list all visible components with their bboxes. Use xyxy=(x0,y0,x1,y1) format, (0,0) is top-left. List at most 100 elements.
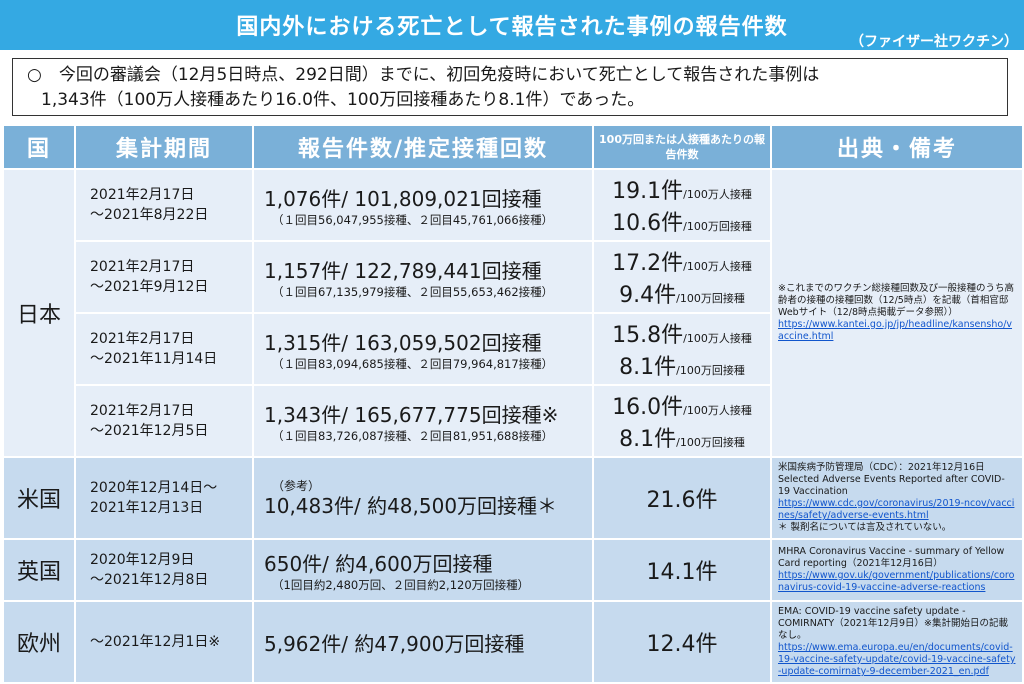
reference-note: （参考） xyxy=(272,479,321,493)
count-value: 5,962件/ 約47,900万回接種 xyxy=(264,631,525,656)
rate-value: 12.4件 xyxy=(646,632,718,657)
rate-unit: /100万人接種 xyxy=(683,188,752,201)
count-value: 1,157件/ 122,789,441回接種 xyxy=(264,258,542,283)
count-value: 1,343件/ 165,677,775回接種※ xyxy=(264,402,559,427)
table-row: 2021年2月17日 ～2021年12月5日 1,343件/ 165,677,7… xyxy=(3,384,1023,458)
rate-value: 14.1件 xyxy=(646,560,718,585)
count-cell: 1,157件/ 122,789,441回接種 （１回目67,135,979接種、… xyxy=(252,240,594,314)
period-end: ～2021年12月8日 xyxy=(90,572,209,588)
header-source: 出典・備考 xyxy=(770,124,1024,170)
period-end: ～2021年11月14日 xyxy=(90,351,218,367)
count-detail: （1回目約2,480万回、２回目約2,120万回接種） xyxy=(272,577,530,592)
period-cell: 2021年2月17日 ～2021年9月12日 xyxy=(74,240,254,314)
count-cell: 1,076件/ 101,809,021回接種 （１回目56,047,955接種、… xyxy=(252,168,594,242)
count-detail: （１回目56,047,955接種、２回目45,761,066接種） xyxy=(272,212,554,227)
period-end: ～2021年9月12日 xyxy=(90,279,209,295)
rate-unit: /100万回接種 xyxy=(676,436,745,449)
count-cell: 5,962件/ 約47,900万回接種 xyxy=(252,600,594,684)
period-end: 2021年12月13日 xyxy=(90,500,204,516)
count-cell: 1,315件/ 163,059,502回接種 （１回目83,094,685接種、… xyxy=(252,312,594,386)
source-text: MHRA Coronavirus Vaccine - summary of Ye… xyxy=(778,546,1005,569)
summary-box: ○ 今回の審議会（12月5日時点、292日間）までに、初回免疫時において死亡とし… xyxy=(12,58,1008,116)
period-cell: 2020年12月9日 ～2021年12月8日 xyxy=(74,538,254,602)
country-uk: 英国 xyxy=(2,538,76,602)
table-row: 日本 2021年2月17日 ～2021年8月22日 1,076件/ 101,80… xyxy=(2,168,1024,458)
count-cell: 1,343件/ 165,677,775回接種※ （１回目83,726,087接種… xyxy=(252,384,594,458)
header-rate: 100万回または人接種あたりの報告件数 xyxy=(592,124,772,170)
rate-unit: /100万回接種 xyxy=(676,292,745,305)
rate-cell: 14.1件 xyxy=(592,538,772,602)
period-cell: 2021年2月17日 ～2021年12月5日 xyxy=(74,384,254,458)
period-start: 2021年2月17日 xyxy=(90,259,195,275)
count-cell: （参考） 10,483件/ 約48,500万回接種＊ xyxy=(252,456,594,540)
title-banner: 国内外における死亡として報告された事例の報告件数 （ファイザー社ワクチン） xyxy=(0,0,1024,50)
period-start: 2020年12月9日 xyxy=(90,552,195,568)
count-cell: 650件/ 約4,600万回接種 （1回目約2,480万回、２回目約2,120万… xyxy=(252,538,594,602)
rate-per-dose: 8.1件 xyxy=(619,427,677,452)
country-us: 米国 xyxy=(2,456,76,540)
rate-cell: 17.2件/100万人接種 9.4件/100万回接種 xyxy=(592,240,772,314)
period-start: ～2021年12月1日※ xyxy=(90,634,221,650)
period-start: 2020年12月14日～ xyxy=(90,480,218,496)
source-link[interactable]: https://www.gov.uk/government/publicatio… xyxy=(778,570,1015,593)
table-row: 欧州 ～2021年12月1日※ 5,962件/ 約47,900万回接種 12.4… xyxy=(2,600,1024,684)
source-note: ＊ 製剤名については言及されていない。 xyxy=(778,522,952,533)
source-text: EMA: COVID-19 vaccine safety update -COM… xyxy=(778,606,1008,641)
header-period: 集計期間 xyxy=(74,124,254,170)
source-link[interactable]: https://www.cdc.gov/coronavirus/2019-nco… xyxy=(778,498,1015,521)
source-link[interactable]: https://www.ema.europa.eu/en/documents/c… xyxy=(778,642,1016,677)
report-table: 国 集計期間 報告件数/推定接種回数 100万回または人接種あたりの報告件数 出… xyxy=(2,124,1024,684)
count-detail: （１回目67,135,979接種、２回目55,653,462接種） xyxy=(272,284,554,299)
rate-per-dose: 8.1件 xyxy=(619,355,677,380)
count-detail: （１回目83,094,685接種、２回目79,964,817接種） xyxy=(272,356,554,371)
rate-cell: 15.8件/100万人接種 8.1件/100万回接種 xyxy=(592,312,772,386)
rate-cell: 19.1件/100万人接種 10.6件/100万回接種 xyxy=(592,168,772,242)
rate-unit: /100万人接種 xyxy=(683,260,752,273)
page-subtitle: （ファイザー社ワクチン） xyxy=(850,34,1018,50)
rate-per-person: 19.1件 xyxy=(612,179,684,204)
source-cell-japan: ※これまでのワクチン総接種回数及び一般接種のうち高齢者の接種の接種回数（12/5… xyxy=(770,168,1024,458)
rate-per-person: 16.0件 xyxy=(612,395,684,420)
source-link[interactable]: https://www.kantei.go.jp/jp/headline/kan… xyxy=(778,319,1013,342)
table-row: 米国 2020年12月14日～ 2021年12月13日 （参考） 10,483件… xyxy=(2,456,1024,540)
rate-value: 21.6件 xyxy=(646,488,718,513)
country-japan: 日本 xyxy=(2,168,76,458)
table-row: 英国 2020年12月9日 ～2021年12月8日 650件/ 約4,600万回… xyxy=(2,538,1024,602)
source-text: ※これまでのワクチン総接種回数及び一般接種のうち高齢者の接種の接種回数（12/5… xyxy=(778,283,1014,318)
table-row: 2021年2月17日 ～2021年9月12日 1,157件/ 122,789,4… xyxy=(3,240,1023,314)
period-cell: 2020年12月14日～ 2021年12月13日 xyxy=(74,456,254,540)
source-cell-us: 米国疾病予防管理局（CDC）：2021年12月16日 Selected Adve… xyxy=(770,456,1024,540)
period-start: 2021年2月17日 xyxy=(90,331,195,347)
rate-unit: /100万回接種 xyxy=(676,364,745,377)
period-cell: 2021年2月17日 ～2021年8月22日 xyxy=(74,168,254,242)
table-row: 2021年2月17日 ～2021年11月14日 1,315件/ 163,059,… xyxy=(3,312,1023,386)
rate-per-dose: 9.4件 xyxy=(619,283,677,308)
period-start: 2021年2月17日 xyxy=(90,187,195,203)
source-cell-eu: EMA: COVID-19 vaccine safety update -COM… xyxy=(770,600,1024,684)
source-cell-uk: MHRA Coronavirus Vaccine - summary of Ye… xyxy=(770,538,1024,602)
count-detail: （１回目83,726,087接種、２回目81,951,688接種） xyxy=(272,428,554,443)
summary-line-1: ○ 今回の審議会（12月5日時点、292日間）までに、初回免疫時において死亡とし… xyxy=(27,65,820,85)
rate-per-person: 17.2件 xyxy=(612,251,684,276)
rate-unit: /100万人接種 xyxy=(683,332,752,345)
country-eu: 欧州 xyxy=(2,600,76,684)
summary-line-2: 1,343件（100万人接種あたり16.0件、100万回接種あたり8.1件）であ… xyxy=(41,90,645,110)
count-value: 1,076件/ 101,809,021回接種 xyxy=(264,186,542,211)
count-value: 650件/ 約4,600万回接種 xyxy=(264,551,493,576)
rate-cell: 12.4件 xyxy=(592,600,772,684)
period-end: ～2021年12月5日 xyxy=(90,423,209,439)
period-cell: 2021年2月17日 ～2021年11月14日 xyxy=(74,312,254,386)
rate-per-dose: 10.6件 xyxy=(612,211,684,236)
period-cell: ～2021年12月1日※ xyxy=(74,600,254,684)
rate-unit: /100万回接種 xyxy=(683,220,752,233)
rate-cell: 16.0件/100万人接種 8.1件/100万回接種 xyxy=(592,384,772,458)
source-text: 米国疾病予防管理局（CDC）：2021年12月16日 Selected Adve… xyxy=(778,462,1005,497)
header-count: 報告件数/推定接種回数 xyxy=(252,124,594,170)
page-title: 国内外における死亡として報告された事例の報告件数 xyxy=(236,15,788,40)
period-end: ～2021年8月22日 xyxy=(90,207,209,223)
period-start: 2021年2月17日 xyxy=(90,403,195,419)
rate-cell: 21.6件 xyxy=(592,456,772,540)
header-country: 国 xyxy=(2,124,76,170)
count-value: 1,315件/ 163,059,502回接種 xyxy=(264,330,542,355)
rate-per-person: 15.8件 xyxy=(612,323,684,348)
